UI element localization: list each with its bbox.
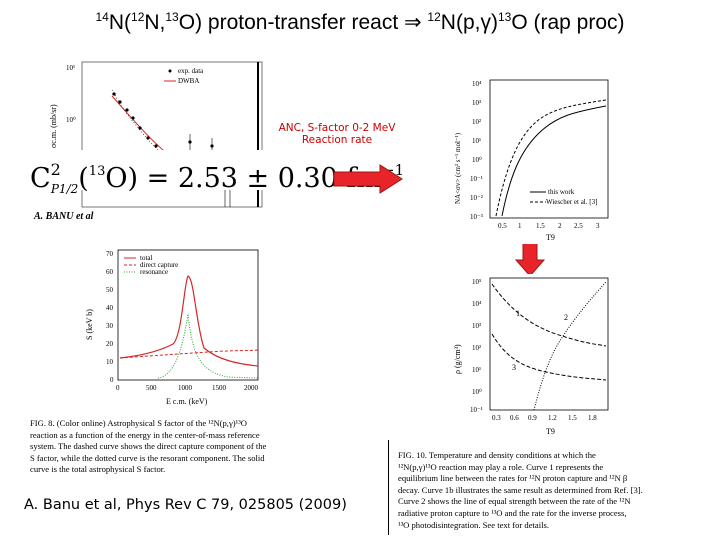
sfactor-figure: 0 10 20 30 40 50 60 70 0 500 1000 1500 2… [78, 244, 274, 412]
s-xtick-5: 2000 [244, 384, 259, 392]
rate-xtick-6: 3 [596, 222, 600, 230]
fig8-caption-line-1: FIG. 8. (Color online) Astrophysical S f… [30, 418, 247, 428]
fig8-caption-line-2: reaction as a function of the energy in … [30, 429, 260, 440]
rate-xtick-2: 1 [518, 222, 522, 230]
author-label: A. BANU et al [34, 211, 94, 222]
right-arrow-icon [333, 164, 403, 194]
dwba-legend-data: exp. data [178, 67, 204, 75]
rate-ytick-3: 10² [472, 118, 481, 126]
s-ytick-2: 10 [106, 358, 114, 366]
rate-xtick-5: 2.5 [574, 222, 583, 230]
s-ytick-1: 0 [110, 376, 114, 384]
rho-ytick-5: 10¹ [472, 366, 481, 374]
column-divider [388, 440, 389, 535]
rho-ylabel: ρ (g/cm³) [453, 344, 462, 374]
rate-xtick-3: 1.5 [536, 222, 545, 230]
fig10-caption-line-5: Curve 2 shows the line of equal strength… [398, 496, 631, 507]
s-ytick-5: 40 [106, 304, 114, 312]
rate-legend-2: Wiescher et al. [3] [546, 198, 597, 206]
dwba-legend: exp. data DWBA [164, 67, 204, 85]
rate-xlabel: T9 [546, 233, 555, 242]
dwba-legend-dwba: DWBA [178, 77, 199, 85]
rate-xtick-4: 2 [558, 222, 562, 230]
fig10-caption: FIG. 10. Temperature and density conditi… [398, 450, 688, 531]
rho-xtick-6: 1.8 [588, 414, 597, 422]
s-xtick-4: 1500 [212, 384, 227, 392]
rho-curve-2: 2 [564, 313, 568, 322]
note-line-1: ANC, S-factor 0-2 MeV [278, 122, 396, 134]
s-ylabel: S (keV b) [85, 309, 94, 340]
fig10-caption-line-7: ¹³O photodisintegration. See text for de… [398, 519, 549, 530]
rho-curve-3: 3 [512, 363, 516, 372]
slide-title: 14N(12N,13O) proton-transfer react ⇒ 12N… [95, 10, 625, 34]
s-legend-res: resonance [140, 268, 168, 276]
note-line-2: Reaction rate [301, 134, 373, 146]
dwba-ytick-2: 10⁰ [66, 116, 76, 124]
density-figure: 10⁵ 10⁴ 10³ 10² 10¹ 10⁰ 10⁻¹ 0.3 0.6 0.9… [446, 274, 612, 442]
rate-ytick-7: 10⁻² [470, 194, 483, 202]
s-xtick-3: 1000 [178, 384, 193, 392]
rate-legend-1: this work [548, 188, 575, 196]
s-ytick-4: 30 [106, 322, 114, 330]
fig8-caption-line-3: system. The dashed curve shows the direc… [30, 441, 267, 452]
s-ytick-6: 50 [106, 286, 114, 294]
rho-ytick-2: 10⁴ [472, 300, 482, 308]
dwba-ylabel: σc.m. (mb/sr) [49, 104, 58, 148]
rho-curve-1: 1 [516, 309, 520, 318]
note-box: ANC, S-factor 0-2 MeV Reaction rate [262, 122, 412, 146]
s-ytick-3: 20 [106, 340, 114, 348]
fig8-caption-line-4: S factor, while the dotted curve is the … [30, 452, 265, 463]
s-legend-total: total [140, 254, 152, 262]
fig10-caption-line-2: ¹²N(p,γ)¹³O reaction may play a role. Cu… [398, 461, 604, 472]
fig10-caption-line-4: decay. Curve 1b illustrates the same res… [398, 484, 643, 495]
dwba-ytick-1: 10¹ [66, 64, 75, 72]
s-ytick-8: 70 [106, 250, 114, 258]
rho-ytick-4: 10² [472, 344, 481, 352]
rho-xlabel: T9 [546, 427, 555, 436]
rate-ytick-4: 10¹ [472, 137, 481, 145]
rate-ytick-2: 10³ [472, 99, 481, 107]
rate-ytick-6: 10⁻¹ [470, 175, 483, 183]
rho-ytick-1: 10⁵ [472, 278, 482, 286]
rate-ytick-8: 10⁻³ [470, 213, 483, 221]
fig8-caption-line-5: curve is the total astrophysical S facto… [30, 464, 166, 475]
rho-ytick-7: 10⁻¹ [470, 406, 483, 414]
fig10-caption-line-3: equilibrium line between the rates for ¹… [398, 473, 628, 484]
fig8-caption: FIG. 8. (Color online) Astrophysical S f… [30, 418, 340, 476]
rho-xtick-2: 0.6 [510, 414, 519, 422]
fig10-caption-line-1: FIG. 10. Temperature and density conditi… [398, 450, 596, 460]
rate-ytick-5: 10⁰ [472, 156, 482, 164]
s-ytick-7: 60 [106, 268, 114, 276]
reference: A. Banu et al, Phys Rev C 79, 025805 (20… [24, 497, 347, 513]
rho-ytick-3: 10³ [472, 322, 481, 330]
anc-equation: C2P1/2(13O) = 2.53 ± 0.30 fm−1 [30, 150, 404, 196]
s-xtick-2: 500 [146, 384, 157, 392]
rho-xtick-3: 0.9 [528, 414, 537, 422]
fig10-caption-line-6: radiative proton capture to ¹³O and the … [398, 507, 627, 518]
rho-xtick-5: 1.5 [568, 414, 577, 422]
rate-xtick-1: 0.5 [498, 222, 507, 230]
reaction-rate-figure: 10⁴ 10³ 10² 10¹ 10⁰ 10⁻¹ 10⁻² 10⁻³ 0.5 1… [446, 76, 612, 244]
rho-xtick-1: 0.3 [492, 414, 501, 422]
s-legend: total direct capture resonance [124, 254, 178, 276]
s-legend-dc: direct capture [140, 261, 178, 269]
rate-ytick-1: 10⁴ [472, 80, 482, 88]
rho-ytick-6: 10⁰ [472, 388, 482, 396]
s-xlabel: E c.m. (keV) [166, 397, 208, 406]
rho-xtick-4: 1.2 [548, 414, 557, 422]
s-xtick-1: 0 [116, 384, 120, 392]
rate-ylabel: NA<σv> (cm³ s⁻¹ mol⁻¹) [454, 132, 462, 204]
